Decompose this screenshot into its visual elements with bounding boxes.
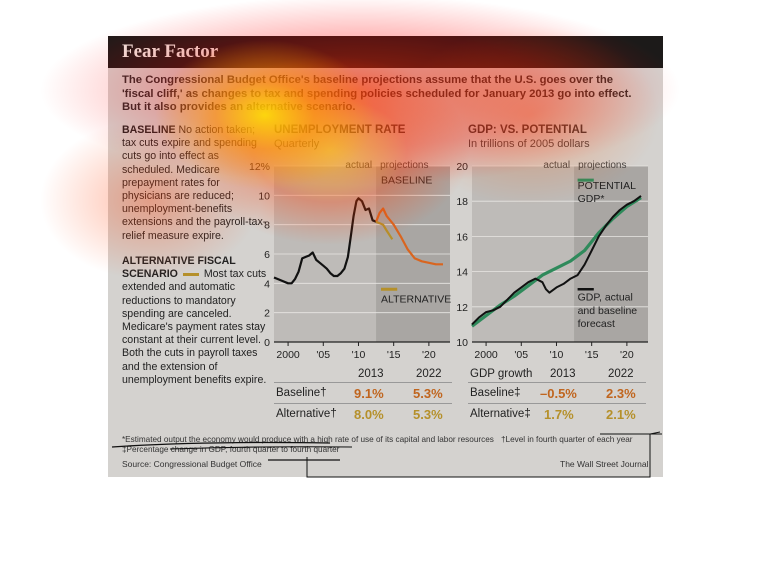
annotation-stroke-2 <box>169 446 353 450</box>
annotation-stroke-4 <box>306 431 661 478</box>
